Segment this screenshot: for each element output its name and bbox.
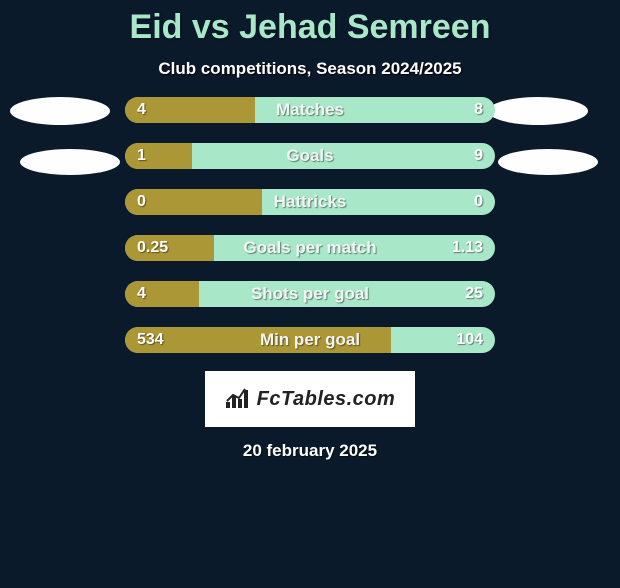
stat-label: Min per goal (125, 327, 495, 353)
player-right-badge-top (488, 97, 588, 125)
comparison-chart: 4 Matches 8 1 Goals 9 0 Hattricks 0 0.25… (0, 97, 620, 353)
stat-value-right: 104 (456, 327, 483, 353)
fctables-logo[interactable]: FcTables.com (205, 371, 415, 427)
stat-label: Hattricks (125, 189, 495, 215)
subtitle: Club competitions, Season 2024/2025 (0, 59, 620, 79)
stat-value-right: 25 (465, 281, 483, 307)
stat-value-right: 8 (474, 97, 483, 123)
stat-rows: 4 Matches 8 1 Goals 9 0 Hattricks 0 0.25… (125, 97, 495, 353)
bar-chart-icon (225, 388, 251, 410)
logo-text: FcTables.com (257, 388, 396, 411)
stat-row-min-per-goal: 534 Min per goal 104 (125, 327, 495, 353)
stat-label: Matches (125, 97, 495, 123)
stat-row-matches: 4 Matches 8 (125, 97, 495, 123)
player-left-badge-bottom (20, 149, 120, 175)
page-title: Eid vs Jehad Semreen (0, 8, 620, 47)
stat-value-right: 0 (474, 189, 483, 215)
stat-row-hattricks: 0 Hattricks 0 (125, 189, 495, 215)
stat-label: Shots per goal (125, 281, 495, 307)
date-label: 20 february 2025 (0, 441, 620, 461)
player-right-badge-bottom (498, 149, 598, 175)
stat-label: Goals (125, 143, 495, 169)
stat-label: Goals per match (125, 235, 495, 261)
stat-row-goals-per-match: 0.25 Goals per match 1.13 (125, 235, 495, 261)
stat-value-right: 1.13 (452, 235, 483, 261)
player-left-badge-top (10, 97, 110, 125)
stat-row-shots-per-goal: 4 Shots per goal 25 (125, 281, 495, 307)
stat-value-right: 9 (474, 143, 483, 169)
stat-row-goals: 1 Goals 9 (125, 143, 495, 169)
